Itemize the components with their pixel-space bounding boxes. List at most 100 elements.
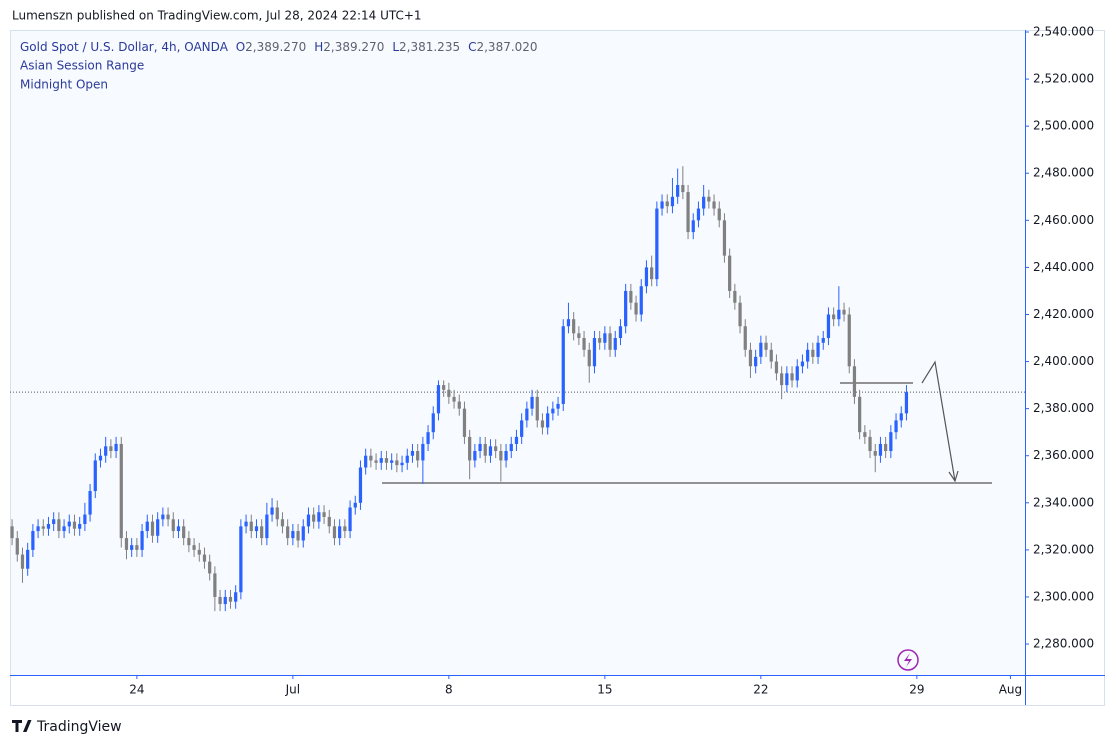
candle-body [166, 514, 170, 520]
candle-body [858, 396, 862, 433]
candle-body [743, 326, 747, 350]
candle-body [696, 208, 701, 221]
candle-body [119, 443, 123, 539]
candle-body [790, 373, 794, 381]
candle-body [442, 385, 446, 390]
candle-body [462, 408, 467, 437]
candle-body [312, 514, 316, 522]
y-tick-label: 2,540.000 [1033, 25, 1094, 39]
candle-body [811, 349, 815, 357]
candle-body [140, 531, 144, 550]
candle-body [57, 519, 61, 532]
candle-body [114, 443, 118, 452]
candle-body [644, 267, 649, 287]
candle-body [488, 446, 493, 456]
ohlc-value: 2,387.020 [476, 40, 537, 54]
candle-body [540, 420, 545, 428]
candle-body [379, 458, 383, 463]
symbol: Gold Spot / U.S. Dollar, 4h, OANDA O2,389… [20, 40, 538, 54]
candle-body [192, 545, 196, 550]
candle-body [676, 185, 680, 197]
candle-body [712, 201, 716, 209]
candle-body [426, 432, 430, 444]
ohlc-label: H [314, 40, 323, 54]
candle-body [473, 451, 477, 461]
candle-body [93, 460, 97, 492]
candle-body [353, 502, 357, 508]
candle-body [202, 554, 207, 562]
candle-body [41, 526, 45, 529]
candle-body [161, 514, 165, 520]
candle-body [301, 526, 305, 541]
candle-body [561, 326, 565, 404]
candle-body [650, 267, 654, 280]
candle-body [234, 592, 238, 602]
candle-body [275, 507, 279, 520]
frame [10, 30, 1105, 706]
x-tick-label: Aug [999, 683, 1022, 697]
candle-body [556, 403, 560, 409]
y-tick-label: 2,380.000 [1033, 401, 1094, 415]
candle-body [124, 538, 129, 550]
candle-body [104, 446, 108, 456]
candle-body [52, 519, 56, 524]
candle-body [868, 436, 872, 452]
candle-body [603, 333, 607, 343]
candle-body [816, 342, 820, 357]
candle-body [395, 460, 399, 466]
candle-body [390, 460, 394, 463]
y-tick-label: 2,300.000 [1033, 589, 1094, 603]
indicator: Midnight Open [20, 78, 108, 92]
candle-body [546, 413, 550, 428]
event-icon[interactable] [897, 649, 919, 671]
candle-body [702, 196, 706, 209]
candle-body [530, 396, 534, 409]
candle-body [717, 208, 721, 221]
candle-body [228, 596, 233, 602]
candle-body [176, 526, 181, 532]
candle-body [358, 467, 363, 503]
candle-body [150, 521, 155, 536]
candle-body [88, 491, 92, 515]
candle-body [322, 512, 326, 517]
y-tick-label: 2,340.000 [1033, 495, 1094, 509]
candle-body [187, 538, 191, 546]
candle-body [670, 196, 675, 207]
candle-body [598, 338, 602, 343]
candle-body [182, 526, 186, 539]
candle-body [31, 531, 35, 550]
candle-body [842, 309, 846, 315]
candle-body [405, 455, 409, 463]
candle-body [707, 196, 711, 202]
candle-body [618, 326, 623, 339]
y-tick-label: 2,460.000 [1033, 213, 1094, 227]
x-tick-label: 22 [753, 683, 768, 697]
candle-body [535, 396, 539, 421]
candle-body [847, 314, 851, 367]
candle-body [837, 309, 841, 320]
candle-body [62, 526, 66, 532]
candle-body [795, 366, 799, 381]
candle-body [592, 338, 597, 367]
y-tick-label: 2,440.000 [1033, 260, 1094, 274]
candle-body [291, 531, 295, 539]
ohlc-label: C [468, 40, 476, 54]
candle-body [364, 455, 368, 468]
candle-body [566, 319, 571, 327]
candle-body [171, 519, 175, 532]
candle-body [145, 521, 149, 532]
candle-body [249, 521, 253, 532]
candle-body [254, 526, 259, 532]
candle-body [878, 443, 883, 456]
candle-body [494, 446, 498, 452]
candle-body [98, 455, 103, 461]
candle-body [629, 290, 633, 303]
candle-body [572, 319, 576, 334]
candle-body [499, 451, 503, 461]
plot-area [10, 30, 1025, 675]
ohlc-value: 2,381.235 [399, 40, 460, 54]
candle-body [748, 349, 753, 367]
candle-body [665, 201, 669, 207]
candle-body [873, 451, 877, 456]
candle-body [639, 286, 643, 315]
